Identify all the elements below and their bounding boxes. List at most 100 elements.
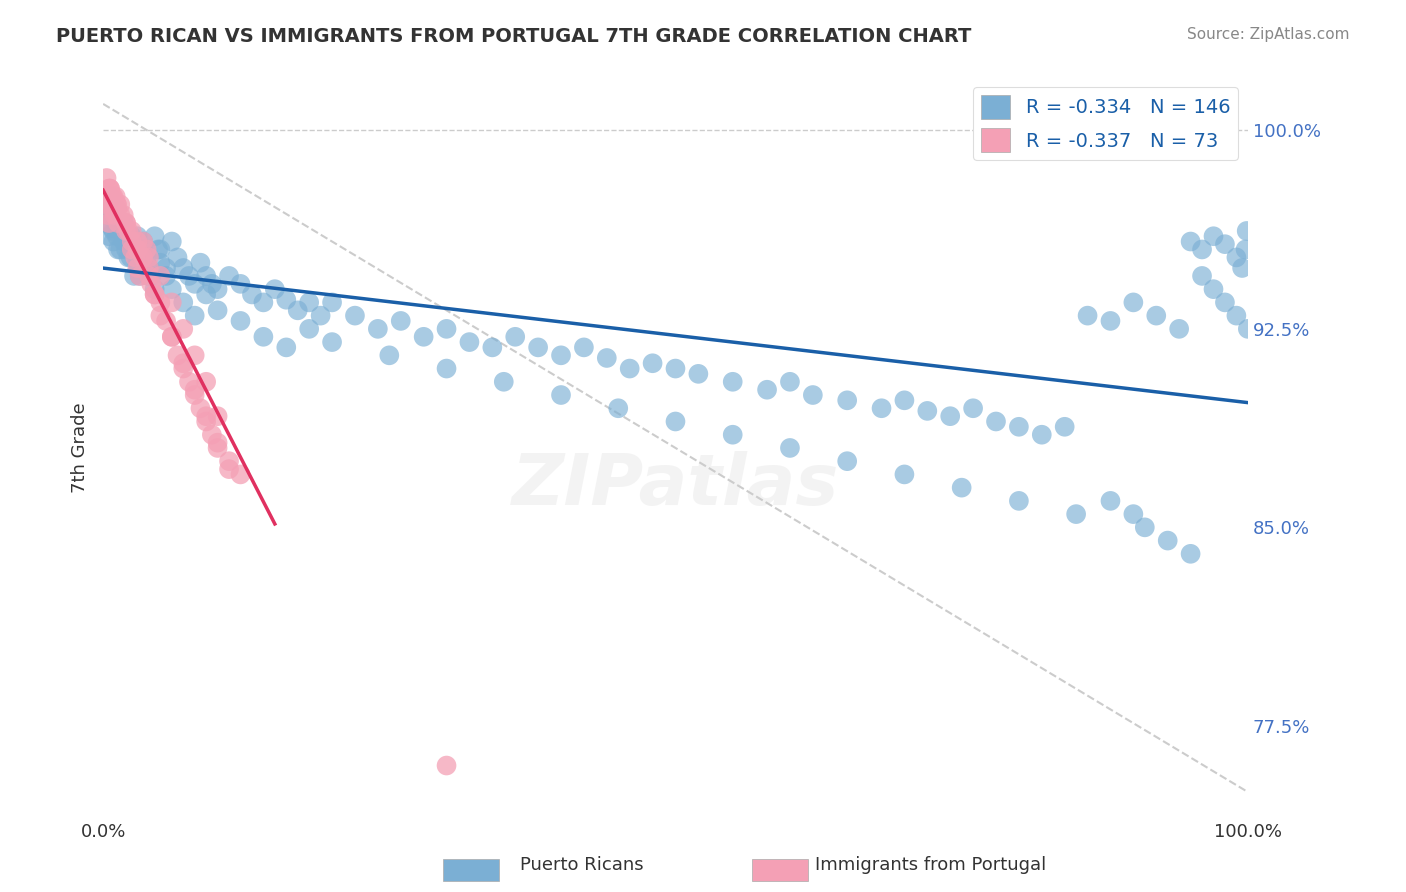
Point (1234, 243, 1257, 257)
Point (117, 251, 139, 265)
Point (115, 235, 138, 249)
Point (207, 409, 229, 424)
Point (229, 314, 252, 328)
Point (97, 216, 120, 230)
Point (97, 229, 120, 244)
Point (195, 415, 218, 429)
Point (112, 235, 135, 249)
Point (190, 256, 212, 270)
Point (110, 208, 132, 222)
Point (94, 189, 117, 203)
Point (121, 224, 143, 238)
Point (115, 216, 138, 230)
Point (132, 235, 155, 249)
Point (321, 295, 343, 310)
Point (893, 467, 915, 482)
Point (124, 243, 146, 257)
Point (664, 361, 686, 376)
Point (103, 224, 125, 238)
Point (801, 388, 824, 402)
Y-axis label: 7th Grade: 7th Grade (72, 402, 89, 493)
Point (98, 189, 121, 203)
Point (1213, 237, 1236, 252)
Point (110, 243, 132, 257)
Point (98, 181, 121, 195)
Point (458, 335, 481, 350)
Point (115, 224, 138, 238)
Point (984, 415, 1007, 429)
Point (172, 356, 194, 370)
Point (779, 441, 801, 455)
Point (138, 251, 160, 265)
Point (1064, 507, 1087, 521)
Point (138, 260, 160, 275)
Point (103, 208, 125, 222)
Point (436, 361, 458, 376)
Point (105, 202, 128, 217)
Point (149, 256, 172, 270)
Point (721, 427, 744, 442)
Point (143, 229, 166, 244)
Text: Immigrants from Portugal: Immigrants from Portugal (815, 856, 1046, 874)
Point (115, 243, 138, 257)
Point (201, 427, 224, 442)
Point (664, 415, 686, 429)
Point (155, 260, 177, 275)
Point (101, 189, 124, 203)
Point (127, 235, 149, 249)
Point (917, 404, 939, 418)
Point (1191, 268, 1213, 283)
Point (492, 375, 515, 389)
Point (287, 303, 309, 318)
Point (122, 268, 145, 283)
Point (229, 467, 252, 482)
Point (195, 409, 218, 424)
Point (1157, 533, 1180, 548)
Point (110, 224, 132, 238)
Point (100, 189, 122, 203)
Point (172, 260, 194, 275)
Point (115, 216, 138, 230)
Point (276, 340, 298, 354)
Point (721, 375, 744, 389)
Point (105, 229, 128, 244)
Point (138, 260, 160, 275)
Point (183, 383, 205, 397)
Point (688, 367, 710, 381)
Point (155, 268, 177, 283)
Point (939, 409, 962, 424)
Point (177, 268, 200, 283)
Point (132, 235, 155, 249)
Point (1122, 295, 1144, 310)
Point (96, 202, 118, 217)
Point (950, 481, 973, 495)
Point (1053, 419, 1076, 434)
Point (96, 171, 118, 186)
Point (141, 268, 163, 283)
Point (132, 243, 155, 257)
Point (96, 197, 118, 211)
Point (135, 243, 157, 257)
Point (183, 348, 205, 362)
Point (110, 197, 132, 211)
Point (218, 268, 240, 283)
Point (97, 208, 120, 222)
Point (207, 303, 229, 318)
Point (389, 314, 412, 328)
Point (263, 282, 285, 296)
Point (1236, 224, 1258, 238)
Point (127, 256, 149, 270)
Point (117, 224, 139, 238)
Point (183, 388, 205, 402)
Point (779, 375, 801, 389)
Point (104, 189, 127, 203)
Point (121, 243, 143, 257)
Point (1202, 282, 1225, 296)
Point (1180, 547, 1202, 561)
Point (135, 251, 157, 265)
Point (1008, 419, 1031, 434)
Point (1237, 322, 1260, 336)
Point (1099, 314, 1122, 328)
Point (107, 216, 129, 230)
Point (104, 216, 127, 230)
